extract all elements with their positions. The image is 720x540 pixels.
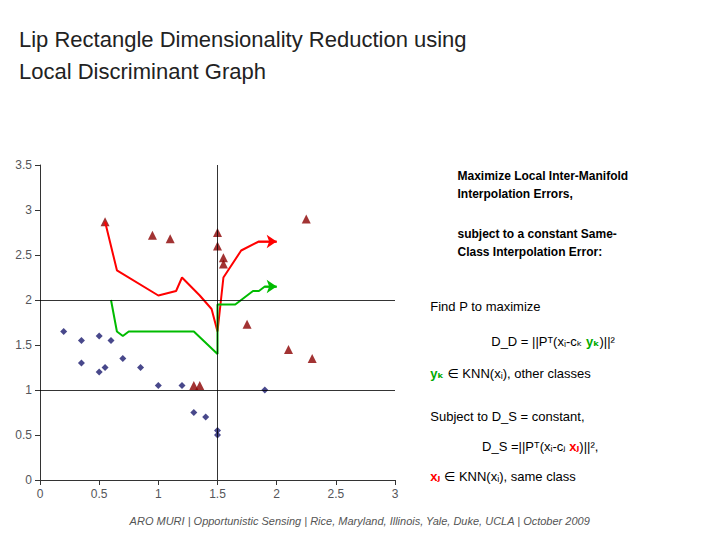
svg-text:1: 1 <box>155 487 162 501</box>
svg-text:∈ KNN(xᵢ), same class: ∈ KNN(xᵢ), same class <box>440 469 576 484</box>
svg-text:subject to a constant Same-: subject to a constant Same- <box>458 227 617 241</box>
svg-text:D_S =||Pᵀ(xᵢ-cⱼ: D_S =||Pᵀ(xᵢ-cⱼ <box>482 439 569 454</box>
svg-text:3.5: 3.5 <box>15 158 32 172</box>
svg-text:0.5: 0.5 <box>15 428 32 442</box>
svg-text:Maximize Local Inter-Manifold: Maximize Local Inter-Manifold <box>458 169 629 183</box>
svg-text:Subject to D_S = constant,: Subject to D_S = constant, <box>430 409 584 424</box>
svg-text:2.5: 2.5 <box>15 248 32 262</box>
svg-text:)||²,: )||², <box>579 439 598 454</box>
svg-text:D_D = ||Pᵀ(xᵢ-cₖ: D_D = ||Pᵀ(xᵢ-cₖ <box>491 334 586 349</box>
svg-text:0: 0 <box>37 487 44 501</box>
svg-text:3: 3 <box>392 487 399 501</box>
svg-text:3: 3 <box>25 203 32 217</box>
svg-text:0.5: 0.5 <box>91 487 108 501</box>
svg-text:ARO MURI | Opportunistic Sensi: ARO MURI | Opportunistic Sensing | Rice,… <box>129 515 590 527</box>
svg-text:xⱼ: xⱼ <box>569 439 579 454</box>
svg-text:2: 2 <box>273 487 280 501</box>
svg-text:2.5: 2.5 <box>327 487 344 501</box>
svg-text:yₖ: yₖ <box>430 366 444 381</box>
svg-text:Local Discriminant Graph: Local Discriminant Graph <box>19 59 266 84</box>
svg-text:1.5: 1.5 <box>209 487 226 501</box>
svg-text:Class Interpolation Error:: Class Interpolation Error: <box>458 245 603 259</box>
svg-text:Interpolation Errors,: Interpolation Errors, <box>458 187 573 201</box>
svg-text:)||²: )||² <box>600 334 616 349</box>
svg-text:0: 0 <box>25 473 32 487</box>
svg-text:∈ KNN(xᵢ), other classes: ∈ KNN(xᵢ), other classes <box>444 366 592 381</box>
svg-text:Find P to maximize: Find P to maximize <box>430 299 540 314</box>
svg-text:1.5: 1.5 <box>15 338 32 352</box>
svg-text:yₖ: yₖ <box>586 334 600 349</box>
svg-text:xⱼ: xⱼ <box>430 469 440 484</box>
svg-text:Lip Rectangle Dimensionality R: Lip Rectangle Dimensionality Reduction u… <box>19 27 467 52</box>
svg-text:1: 1 <box>25 383 32 397</box>
svg-text:2: 2 <box>25 293 32 307</box>
